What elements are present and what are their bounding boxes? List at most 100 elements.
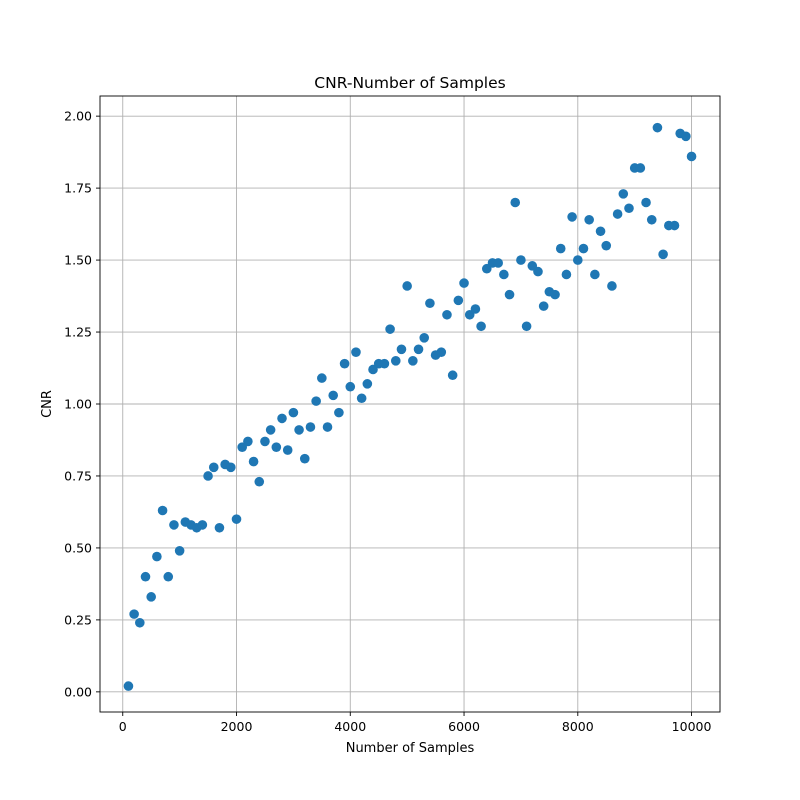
- data-point: [248, 456, 259, 467]
- data-point: [572, 255, 583, 265]
- data-points: [123, 122, 697, 691]
- data-point: [385, 324, 395, 334]
- data-point: [169, 520, 179, 530]
- data-point: [271, 442, 282, 452]
- data-point: [282, 445, 293, 455]
- y-tick-label: 0.75: [64, 468, 92, 483]
- data-point: [561, 269, 572, 280]
- data-point: [231, 514, 242, 524]
- data-point: [669, 220, 680, 231]
- y-tick-label: 0.25: [64, 612, 92, 627]
- data-point: [351, 347, 361, 357]
- data-point: [578, 243, 589, 254]
- data-point: [197, 520, 208, 530]
- data-point: [646, 214, 657, 225]
- data-point: [294, 425, 304, 435]
- data-point: [322, 422, 333, 432]
- data-point: [521, 321, 532, 332]
- x-tick-label: 8000: [562, 719, 594, 734]
- data-point: [379, 358, 390, 369]
- data-point: [567, 212, 577, 222]
- x-tick-label: 6000: [448, 719, 480, 734]
- data-point: [493, 258, 503, 268]
- data-point: [624, 203, 634, 214]
- y-axis-label: CNR: [40, 390, 55, 418]
- data-point: [123, 681, 134, 691]
- data-point: [396, 344, 407, 355]
- data-point: [459, 278, 469, 288]
- data-point: [584, 214, 594, 225]
- x-tick-label: 4000: [334, 719, 366, 734]
- data-point: [288, 407, 299, 418]
- data-point: [607, 281, 617, 291]
- data-point: [419, 332, 430, 343]
- y-tick-label: 0.00: [64, 684, 92, 699]
- y-tick-label: 1.25: [64, 325, 92, 340]
- data-point: [555, 243, 566, 254]
- data-point: [214, 522, 225, 533]
- chart-title: CNR-Number of Samples: [314, 74, 505, 92]
- data-point: [681, 131, 691, 142]
- data-point: [254, 476, 265, 487]
- grid: [100, 96, 720, 712]
- data-point: [328, 390, 339, 401]
- data-point: [538, 301, 549, 311]
- data-point: [601, 240, 612, 251]
- ticks: 0 2000 4000 6000 8000 10000 0.00 0.25 0.50 0.75 1.…: [64, 109, 711, 734]
- x-tick-label: 0: [119, 719, 127, 734]
- data-point: [641, 197, 651, 208]
- data-point: [402, 281, 412, 291]
- data-point: [447, 370, 458, 381]
- data-point: [618, 189, 629, 199]
- data-point: [362, 379, 373, 389]
- data-point: [533, 266, 543, 277]
- data-point: [453, 295, 464, 306]
- y-tick-label: 1.75: [64, 181, 92, 196]
- data-point: [339, 358, 350, 369]
- x-tick-label: 10000: [672, 719, 712, 734]
- data-point: [413, 344, 424, 355]
- data-point: [499, 269, 509, 280]
- data-point: [208, 462, 219, 473]
- data-point: [311, 396, 321, 406]
- data-point: [442, 309, 452, 320]
- data-point: [140, 571, 151, 582]
- data-point: [504, 289, 515, 300]
- data-point: [658, 249, 668, 260]
- data-point: [635, 163, 646, 173]
- data-point: [163, 571, 174, 582]
- data-point: [203, 471, 213, 481]
- data-point: [299, 453, 310, 464]
- data-point: [356, 393, 367, 404]
- data-point: [516, 255, 526, 265]
- data-point: [595, 226, 606, 237]
- data-point: [476, 321, 486, 332]
- data-point: [174, 546, 185, 556]
- data-point: [590, 269, 600, 280]
- data-point: [265, 425, 276, 435]
- data-point: [226, 462, 236, 473]
- data-point: [243, 436, 253, 447]
- y-tick-label: 2.00: [64, 109, 92, 124]
- data-point: [146, 592, 156, 602]
- data-point: [345, 381, 356, 392]
- plot-frame: [99, 95, 721, 713]
- data-point: [317, 373, 327, 383]
- data-point: [686, 151, 697, 162]
- y-tick-label: 1.00: [64, 397, 92, 412]
- data-point: [129, 609, 139, 619]
- data-point: [425, 298, 435, 309]
- data-point: [277, 413, 287, 424]
- data-point: [157, 505, 168, 516]
- data-point: [470, 304, 481, 314]
- data-point: [612, 209, 623, 219]
- data-point: [652, 122, 663, 133]
- y-tick-label: 0.50: [64, 540, 92, 555]
- data-point: [550, 289, 560, 300]
- data-point: [436, 347, 447, 357]
- data-point: [334, 407, 344, 418]
- data-point: [305, 422, 316, 432]
